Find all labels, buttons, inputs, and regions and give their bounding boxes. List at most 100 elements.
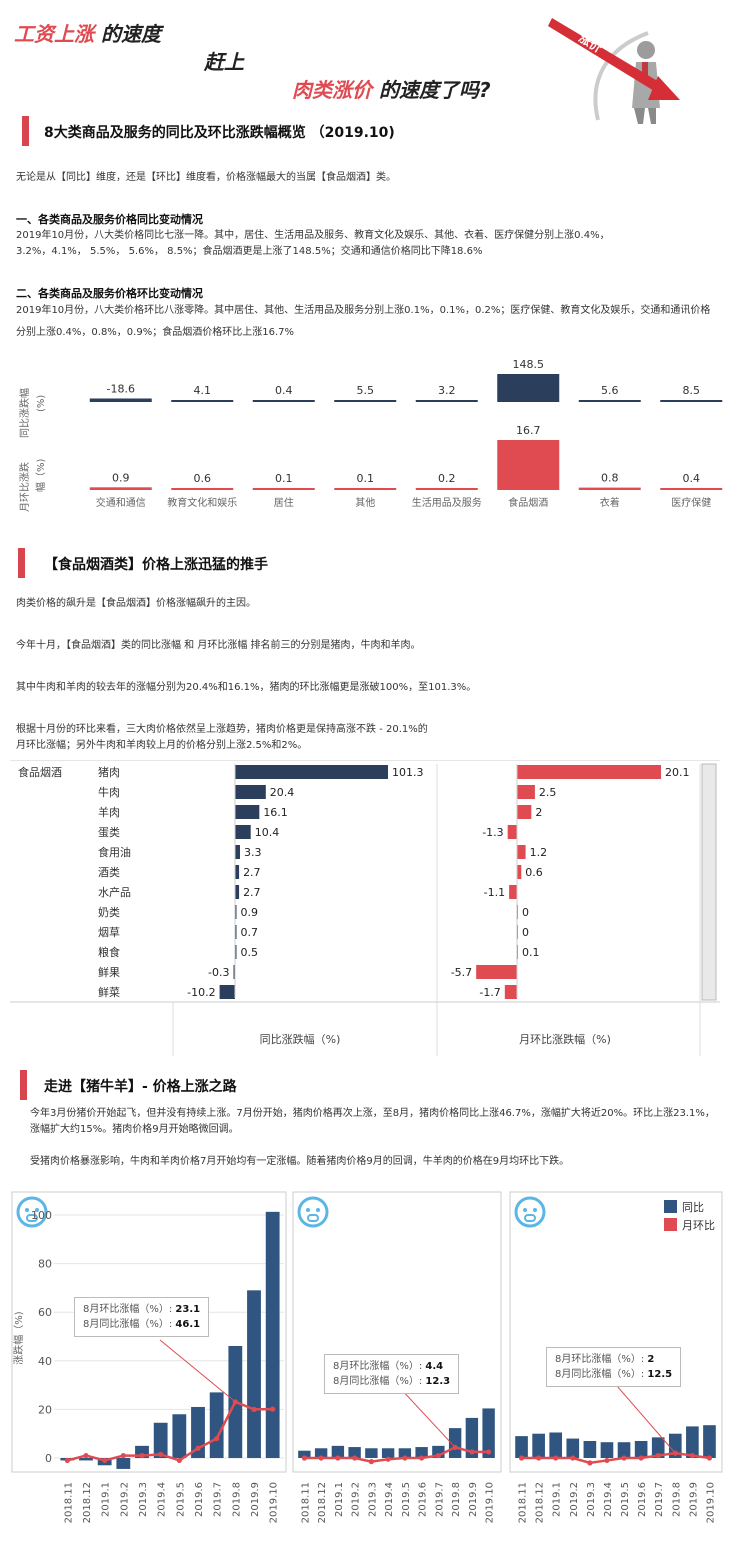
mom-point: [435, 1452, 441, 1459]
section2-title: 【食品烟酒类】价格上涨迅猛的推手: [44, 557, 268, 573]
food-category-label: 鲜果: [98, 965, 120, 979]
mom-point: [301, 1455, 307, 1461]
tooltip-leader-line: [399, 1387, 456, 1448]
x-tick-label: 2018.12: [317, 1482, 328, 1523]
yoy-bar: [235, 825, 251, 839]
food-category-label: 牛肉: [98, 785, 120, 799]
mom-point: [195, 1445, 201, 1451]
legend-swatch-yoy: [664, 1200, 677, 1213]
yoy-value-label: 4.1: [194, 384, 212, 397]
pork-beef-mutton-charts: 0 20 40 60 80 100 涨跌幅（%) 2018.11 2018.12 2019.1 20…: [11, 1191, 723, 1523]
yoy-value-label: 3.3: [244, 846, 261, 859]
mom-value-label: 20.1: [665, 766, 690, 779]
yoy-bar: [209, 1392, 224, 1458]
mom-value-label: 16.7: [516, 424, 541, 437]
mom-point: [368, 1459, 374, 1465]
x-tick-label: 2019.10: [485, 1482, 496, 1523]
mom-point: [352, 1455, 358, 1461]
x-tick-label: 2019.9: [468, 1482, 479, 1517]
mom-point: [604, 1457, 610, 1464]
mom-point: [270, 1406, 276, 1412]
section1-intro: 无论是从【同比】维度，还是【环比】维度看，价格涨幅最大的当属【食品烟酒】类。: [16, 172, 396, 183]
mom-value-label: -1.3: [482, 826, 503, 839]
yoy-bar: [235, 785, 266, 799]
mom-value-label: 0.2: [438, 472, 456, 485]
mom-value-label: -1.1: [484, 886, 505, 899]
x-tick-label: 2019.2: [119, 1482, 130, 1517]
scrollbar[interactable]: [701, 763, 717, 1001]
food-category-label: 奶类: [98, 905, 120, 919]
yoy-bar: [381, 1448, 395, 1458]
y-axis-title: 涨跌幅（%): [12, 1311, 25, 1365]
yoy-axis-unit: (%): [36, 395, 47, 412]
mom-bar: [252, 488, 315, 490]
x-tick-label: 2019.3: [367, 1482, 378, 1517]
chart-panel-frame: [292, 1191, 502, 1473]
yoy-bar: [89, 398, 152, 402]
x-tick-label: 2019.4: [384, 1482, 395, 1517]
x-tick-label: 2019.3: [138, 1482, 149, 1517]
mom-bar: [517, 805, 532, 819]
mom-bar: [660, 488, 723, 490]
yoy-bar: [153, 1422, 168, 1458]
category-label: 食品烟酒: [508, 496, 548, 509]
x-tick-label: 2019.8: [231, 1482, 242, 1517]
yoy-bar: [515, 1436, 528, 1458]
x-tick-label: 2019.1: [101, 1482, 112, 1517]
yoy-bar: [497, 374, 560, 402]
yoy-bar: [532, 1433, 545, 1458]
mom-bar: [578, 487, 641, 490]
mom-point: [486, 1449, 492, 1455]
mom-point: [120, 1452, 126, 1459]
mom-line: [521, 1451, 710, 1465]
mom-value-label: 0: [522, 926, 529, 939]
yoy-bar: [348, 1447, 361, 1458]
yoy-bar: [668, 1433, 682, 1458]
yoy-bar: [578, 400, 641, 402]
mom-value-label: 0.1: [357, 472, 375, 485]
x-tick-label: 2019.6: [418, 1482, 429, 1517]
yoy-value-label: -18.6: [107, 382, 135, 395]
mom-point: [402, 1455, 408, 1461]
mom-value-label: 1.2: [530, 846, 548, 859]
mom-point: [385, 1456, 391, 1462]
mom-point: [553, 1455, 559, 1461]
mom-bar: [334, 488, 397, 490]
x-tick-label: 2019.5: [620, 1482, 631, 1517]
yoy-bar: [116, 1458, 131, 1469]
yoy-value-label: 5.5: [357, 384, 375, 397]
yoy-bar: [331, 1445, 345, 1458]
mom-bar: [89, 487, 152, 490]
yoy-bar: [634, 1440, 648, 1458]
mom-line: [304, 1445, 489, 1463]
x-tick-label: 2019.5: [401, 1482, 412, 1517]
mom-point: [518, 1455, 525, 1461]
chart-panel-frame: [11, 1191, 287, 1473]
section2-p1: 肉类价格的飙升是【食品烟酒】价格涨幅飙升的主因。: [16, 598, 256, 609]
category-label: 教育文化和娱乐: [167, 496, 237, 509]
x-tick-label: 2019.6: [194, 1482, 205, 1517]
x-tick-label: 2019.9: [688, 1482, 699, 1517]
mom-point: [176, 1457, 182, 1464]
headline-line2: 赶上: [204, 50, 244, 74]
mom-point: [64, 1457, 70, 1464]
yoy-bar: [448, 1428, 462, 1458]
yoy-bar: [233, 965, 235, 979]
yoy-bar: [482, 1408, 495, 1458]
yoy-value-label: 0.4: [275, 384, 293, 397]
x-tick-label: 2019.10: [269, 1482, 280, 1523]
yoy-value-label: 101.3: [392, 766, 424, 779]
mom-point: [587, 1460, 593, 1466]
mom-bar: [517, 765, 661, 779]
x-tick-label: 2018.12: [535, 1482, 546, 1523]
x-tick-label: 2018.11: [300, 1482, 311, 1523]
section1-sub1-text: 2019年10月份，八大类价格同比七涨一降。其中，居住、生活用品及服务、教育文化…: [16, 230, 610, 257]
mom-axis-title: 月环比涨跌幅（%): [519, 1032, 611, 1046]
yoy-bar: [314, 1448, 328, 1458]
food-category-label: 水产品: [98, 885, 131, 899]
yoy-bar: [235, 805, 260, 819]
yoy-bar: [334, 400, 397, 402]
category-label: 医疗保健: [671, 496, 711, 509]
yoy-bar: [600, 1442, 614, 1458]
yoy-value-label: 0.9: [241, 906, 259, 919]
